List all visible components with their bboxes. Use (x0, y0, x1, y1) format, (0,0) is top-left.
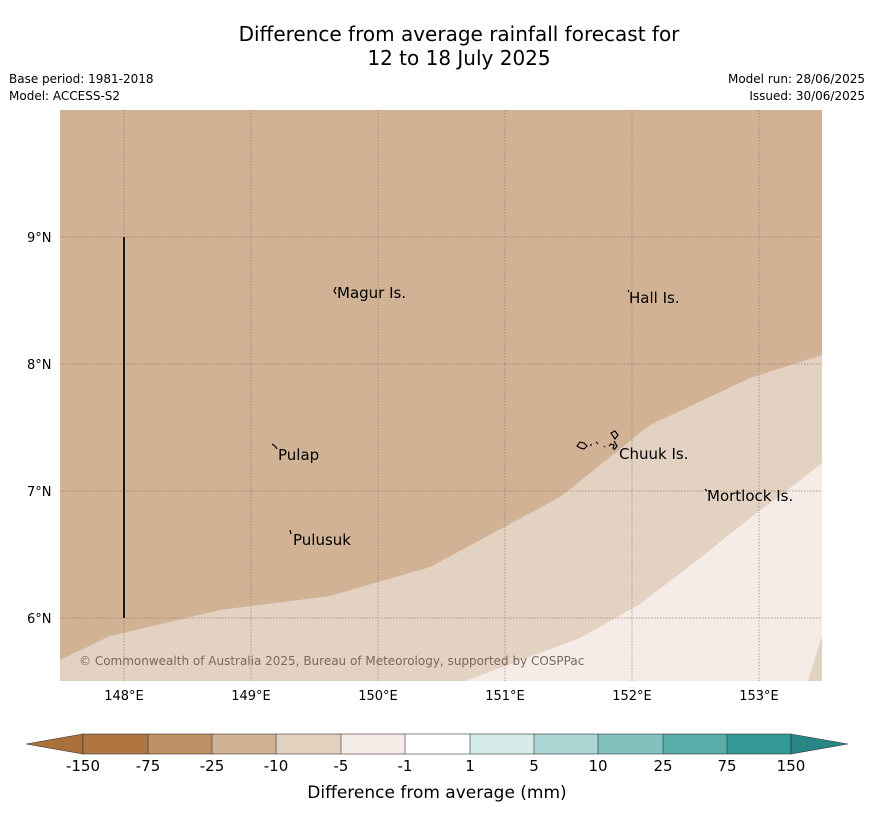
colorbar-low-arrow (25, 733, 84, 755)
region-band-light (465, 463, 822, 681)
lat-label: 9°N (27, 231, 52, 246)
region-band-mid (60, 355, 822, 681)
title-line-2: 12 to 18 July 2025 (367, 46, 551, 70)
colorbar-tick-label: 1 (465, 757, 475, 775)
colorbar-segment (83, 734, 148, 754)
colorbar-tick-label: -10 (264, 757, 289, 775)
colorbar-segment (276, 734, 341, 754)
colorbar-tick-label: -150 (66, 757, 100, 775)
colorbar-tick-lines (147, 734, 728, 754)
colorbar-segment (341, 734, 405, 754)
lon-label: 148°E (104, 689, 144, 704)
lon-label: 152°E (612, 689, 652, 704)
colorbar-tick-label: 75 (717, 757, 736, 775)
colorbar-title: Difference from average (mm) (307, 783, 566, 803)
place-label: Hall Is. (629, 289, 680, 307)
lon-label: 149°E (231, 689, 271, 704)
lon-label: 151°E (485, 689, 525, 704)
colorbar-frame (82, 733, 792, 755)
place-label: Magur Is. (337, 284, 406, 302)
model-run-text: Model run: 28/06/2025 (727, 72, 865, 86)
colorbar-tick-label: 5 (529, 757, 539, 775)
colorbar-tick-label: -75 (136, 757, 161, 775)
colorbar-tick-label: 10 (588, 757, 607, 775)
colorbar-segment (663, 734, 727, 754)
colorbar-high-arrow (790, 733, 849, 755)
lat-axis: 9°N 8°N 7°N 6°N (27, 231, 52, 627)
place-label: Pulap (278, 446, 319, 464)
magur-island-shape (333, 286, 337, 295)
pulusuk-island-shape (289, 529, 292, 535)
meta-right: Model run: 28/06/2025 Issued: 30/06/2025 (728, 71, 865, 105)
colorbar-tick-label: -5 (334, 757, 349, 775)
gridlines (60, 110, 822, 681)
island-outlines (271, 286, 708, 535)
colorbar-segment (470, 734, 534, 754)
map-regions (60, 110, 822, 681)
colorbar-segment (212, 734, 276, 754)
copyright-notice: © Commonwealth of Australia 2025, Bureau… (79, 654, 584, 668)
place-label: Pulusuk (293, 531, 351, 549)
colorbar: -150 -75 -25 -10 -5 -1 1 5 10 25 75 150 … (25, 733, 849, 803)
model-text: Model: ACCESS-S2 (9, 89, 121, 103)
place-labels: Magur Is. Hall Is. Pulap Chuuk Is. Mortl… (278, 284, 793, 549)
lat-label: 6°N (27, 612, 52, 627)
issued-text: Issued: 30/06/2025 (749, 89, 865, 103)
colorbar-segment (598, 734, 663, 754)
lon-label: 150°E (358, 689, 398, 704)
mortlock-island-shape (704, 488, 708, 492)
colorbar-segment (405, 734, 470, 754)
colorbar-tick-label: 25 (653, 757, 672, 775)
chuuk-lagoon-shape (576, 430, 619, 451)
base-period-text: Base period: 1981-2018 (9, 72, 154, 86)
hall-island-shape (627, 289, 630, 293)
map-title: Difference from average rainfall forecas… (0, 22, 873, 70)
colorbar-segment (148, 734, 212, 754)
lon-axis: 148°E 149°E 150°E 151°E 152°E 153°E (104, 689, 779, 704)
lat-label: 8°N (27, 358, 52, 373)
pulap-island-shape (271, 443, 278, 450)
colorbar-tick-label: 150 (777, 757, 806, 775)
lat-label: 7°N (27, 485, 52, 500)
colorbar-segment (727, 734, 791, 754)
meta-left: Base period: 1981-2018 Model: ACCESS-S2 (9, 71, 154, 105)
colorbar-segment (534, 734, 598, 754)
title-line-1: Difference from average rainfall forecas… (238, 22, 680, 46)
colorbar-tick-label: -25 (200, 757, 225, 775)
lon-label: 153°E (739, 689, 779, 704)
place-label: Mortlock Is. (707, 487, 793, 505)
place-label: Chuuk Is. (619, 445, 688, 463)
colorbar-tick-label: -1 (398, 757, 413, 775)
